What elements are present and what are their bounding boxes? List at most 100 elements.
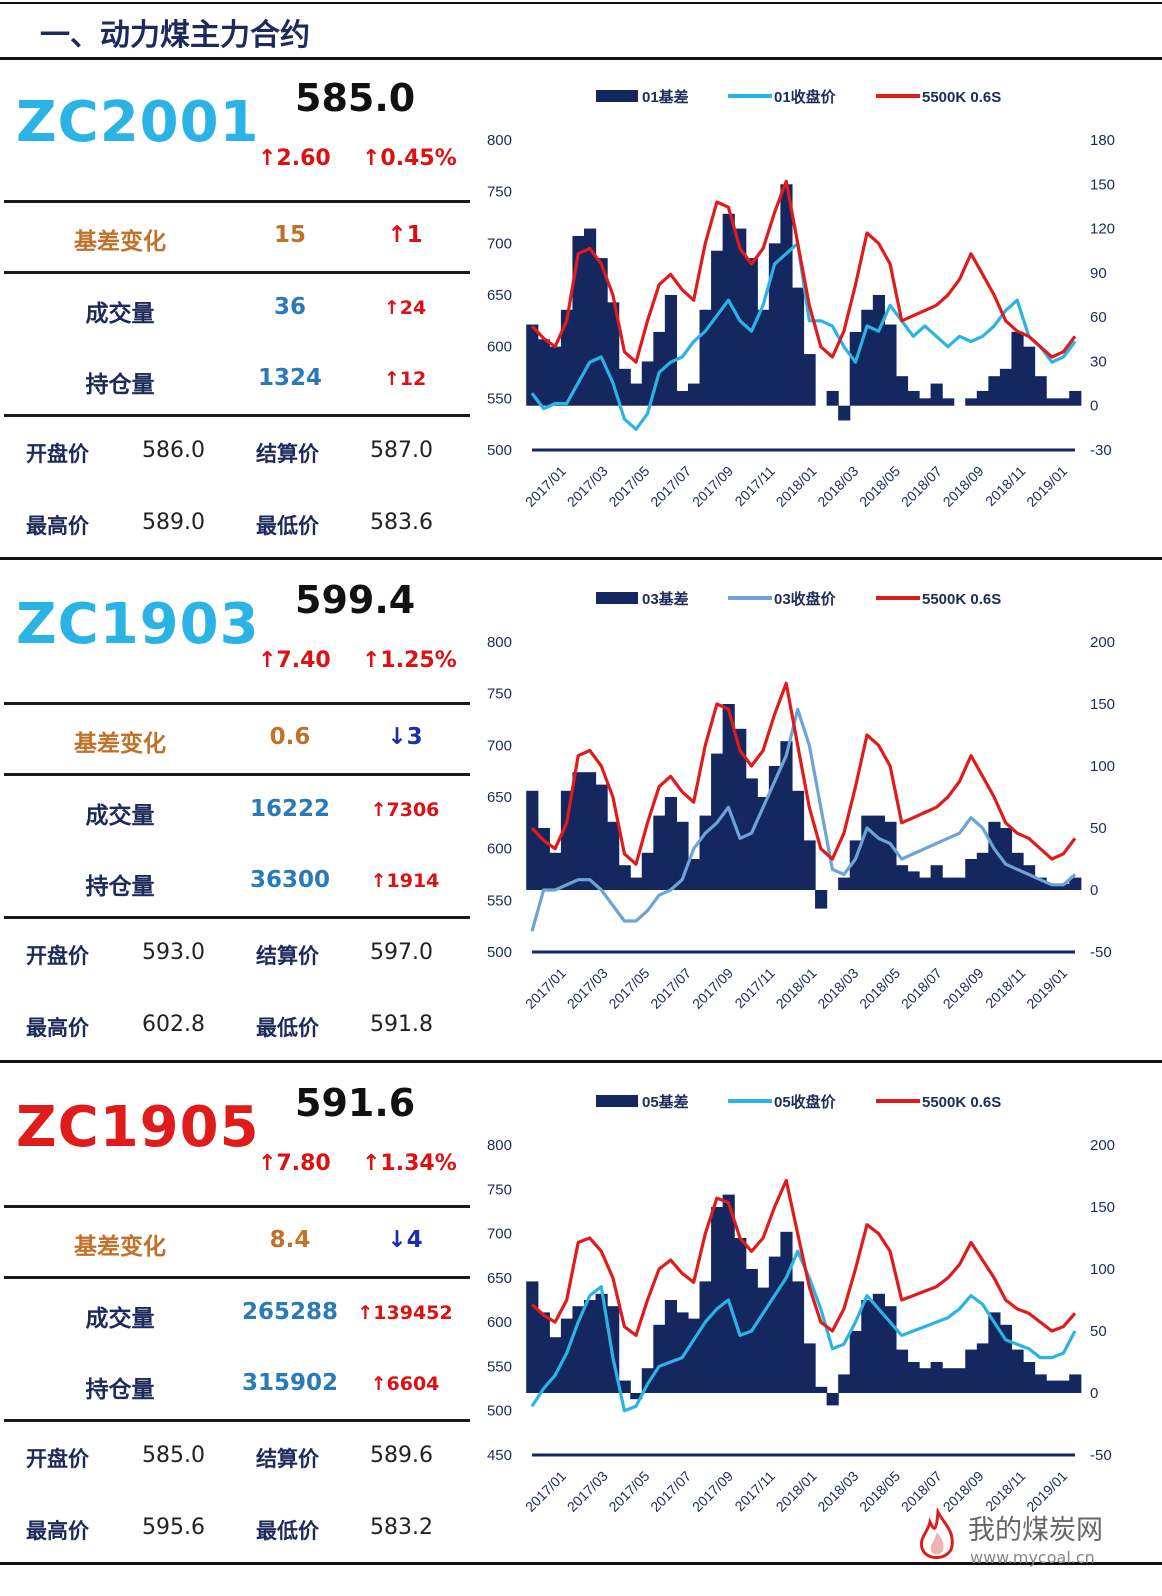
legend-swatch xyxy=(596,1095,638,1107)
title-bottom-rule xyxy=(0,57,1162,60)
basis-bar xyxy=(526,324,539,406)
separator xyxy=(4,414,470,417)
panel-divider-2 xyxy=(0,1060,1162,1063)
open-interest-value: 1324 xyxy=(257,365,322,391)
x-tick-label: 2019/01 xyxy=(1023,965,1070,1012)
basis-bar xyxy=(537,1312,550,1393)
y-right-tick-label: 30 xyxy=(1090,353,1107,370)
basis-bar xyxy=(826,390,839,406)
x-tick-label: 2018/09 xyxy=(940,965,987,1012)
x-tick-label: 2017/03 xyxy=(564,1468,611,1515)
basis-bar xyxy=(711,250,724,406)
basis-bar xyxy=(630,877,643,890)
series-line xyxy=(530,707,1077,932)
basis-bar xyxy=(687,383,701,406)
basis-bar xyxy=(699,1281,712,1393)
basis-bar xyxy=(907,390,920,406)
contract-panel-zc1905: ZC1905 591.6 ↑7.80 ↑1.34% 基差变化 8.4 ↓4 成交… xyxy=(0,1063,1162,1563)
x-tick-label: 2018/03 xyxy=(814,1468,861,1515)
x-tick-label: 2018/05 xyxy=(856,965,903,1012)
basis-bar xyxy=(734,728,747,890)
x-tick-label: 2017/07 xyxy=(647,1468,694,1515)
basis-chart: 01基差 01收盘价 5500K 0.6S800750700650600550500… xyxy=(487,88,1115,510)
x-tick-label: 2018/03 xyxy=(814,463,861,510)
basis-bar xyxy=(722,704,735,890)
basis-bar xyxy=(988,1312,1001,1393)
basis-bar xyxy=(872,1293,885,1393)
y-right-tick-label: 150 xyxy=(1090,176,1115,193)
y-right-tick-label: 90 xyxy=(1090,265,1107,282)
basis-bar xyxy=(1034,376,1047,406)
price-change-pct: ↑1.25% xyxy=(362,648,457,673)
basis-bar xyxy=(1023,1362,1036,1393)
basis-change-value: 0.6 xyxy=(269,724,311,750)
basis-bar xyxy=(722,213,735,406)
legend-entry: 5500K 0.6S xyxy=(922,1094,1001,1111)
volume-delta: ↑139452 xyxy=(357,1302,453,1324)
basis-bar xyxy=(1057,1380,1070,1393)
y-left-tick-label: 650 xyxy=(487,1270,512,1287)
open-price-label: 开盘价 xyxy=(26,944,89,968)
basis-bar xyxy=(884,324,897,406)
price-change-pct: ↑0.45% xyxy=(362,146,457,171)
contract-code: ZC2001 xyxy=(16,90,260,155)
basis-bar xyxy=(999,828,1013,890)
basis-bar xyxy=(526,1281,539,1393)
settle-price-label: 结算价 xyxy=(256,442,319,466)
x-tick-label: 2018/11 xyxy=(982,965,1029,1012)
separator xyxy=(4,1276,470,1279)
low-price-label: 最低价 xyxy=(256,1519,319,1543)
basis-bar xyxy=(653,815,666,890)
basis-bar xyxy=(1057,398,1070,406)
basis-bar xyxy=(953,1368,966,1393)
y-right-tick-label: -50 xyxy=(1090,944,1112,961)
x-tick-label: 2017/05 xyxy=(605,1468,652,1515)
basis-bar xyxy=(872,815,885,890)
basis-bar xyxy=(757,797,770,890)
basis-bar xyxy=(1023,346,1036,406)
basis-bar xyxy=(895,865,909,890)
basis-bar xyxy=(953,877,966,890)
y-right-tick-label: 100 xyxy=(1090,1261,1115,1278)
basis-bar xyxy=(826,1393,839,1406)
legend-entry: 01收盘价 xyxy=(774,88,837,106)
low-price-label: 最低价 xyxy=(256,1016,319,1040)
series-line xyxy=(530,1178,1077,1337)
volume-label: 成交量 xyxy=(85,803,155,829)
basis-bar xyxy=(988,821,1001,890)
basis-bar xyxy=(861,1300,874,1393)
x-tick-label: 2019/01 xyxy=(1023,463,1070,510)
basis-bar xyxy=(687,1318,701,1393)
legend-entry: 05收盘价 xyxy=(774,1093,837,1111)
x-tick-label: 2017/01 xyxy=(522,965,569,1012)
high-price-value: 589.0 xyxy=(142,510,205,535)
high-price-value: 602.8 xyxy=(142,1012,205,1037)
basis-bar xyxy=(976,852,989,890)
y-left-tick-label: 700 xyxy=(487,737,512,754)
basis-bar xyxy=(664,1300,678,1393)
basis-bar xyxy=(895,376,909,406)
legend-swatch xyxy=(596,592,638,604)
y-left-tick-label: 650 xyxy=(487,287,512,304)
basis-bar xyxy=(560,790,574,890)
basis-bar xyxy=(711,1207,724,1393)
basis-bar xyxy=(919,1368,932,1393)
basis-bar xyxy=(884,821,897,890)
title-top-rule xyxy=(0,2,1162,4)
basis-bar xyxy=(976,390,989,406)
open-interest-value: 36300 xyxy=(249,867,331,893)
basis-bar xyxy=(1069,390,1082,406)
volume-value: 265288 xyxy=(241,1299,339,1325)
y-left-tick-label: 800 xyxy=(487,1137,512,1154)
watermark-logo-text: 我的煤炭网 xyxy=(968,1515,1103,1546)
legend-entry: 5500K 0.6S xyxy=(922,591,1001,608)
basis-bar xyxy=(942,398,955,406)
y-left-tick-label: 700 xyxy=(487,235,512,252)
y-left-tick-label: 500 xyxy=(487,442,512,459)
basis-bar xyxy=(768,243,781,406)
y-left-tick-label: 750 xyxy=(487,686,512,703)
basis-bar xyxy=(630,1393,643,1400)
y-right-tick-label: 50 xyxy=(1090,820,1107,837)
x-tick-label: 2017/07 xyxy=(647,463,694,510)
x-tick-label: 2018/01 xyxy=(773,965,820,1012)
